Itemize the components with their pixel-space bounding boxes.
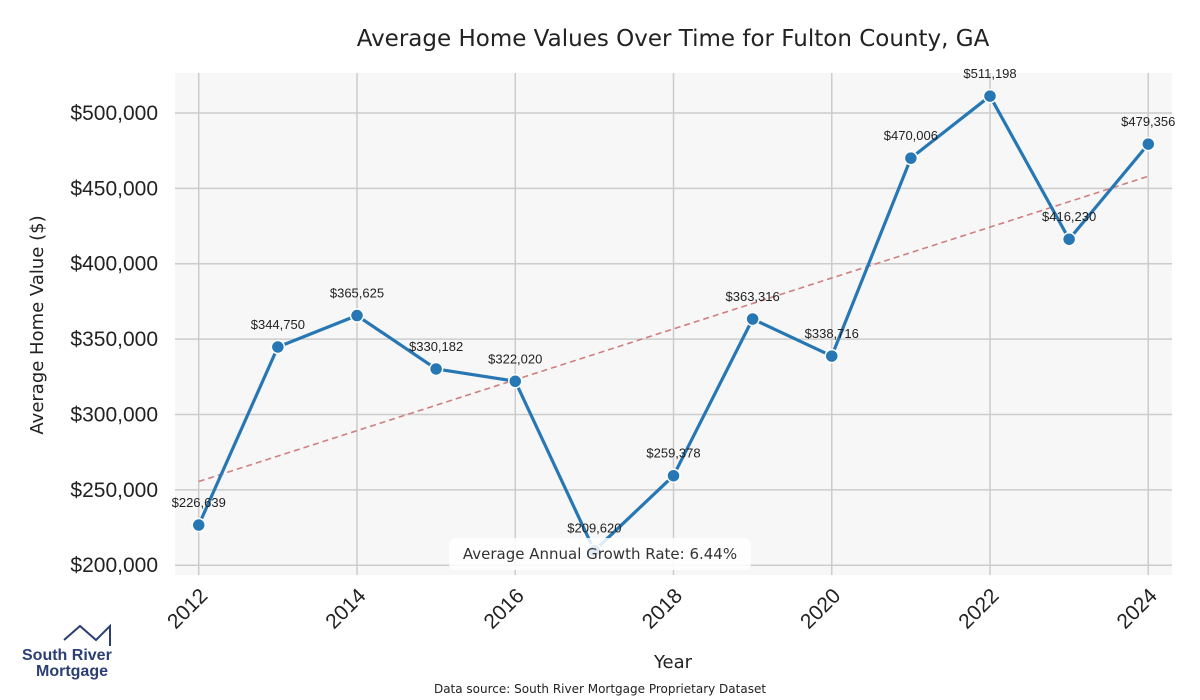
data-label: $322,020 (488, 351, 542, 366)
trend-line (198, 175, 1149, 483)
data-point (507, 374, 523, 389)
data-point (1141, 136, 1156, 152)
growth-annotation-text: Average Annual Growth Rate: 6.44% (463, 545, 737, 563)
data-label: $259,378 (646, 446, 700, 461)
logo-line2: Mortgage (36, 663, 108, 680)
y-tick-label: $250,000 (70, 479, 158, 502)
grid-lines (175, 73, 1172, 575)
data-label: $338,716 (805, 326, 859, 341)
data-point (270, 339, 286, 355)
x-tick-label: 2022 (954, 584, 1003, 633)
x-tick-label: 2020 (796, 584, 845, 633)
data-label: $226,639 (172, 495, 226, 510)
data-points (191, 88, 1156, 558)
house-roof-icon (63, 623, 111, 646)
data-source-note: Data source: South River Mortgage Propri… (434, 682, 766, 696)
y-tick-labels: $200,000 $250,000 $300,000 $350,000 $400,000… (70, 102, 158, 577)
logo: South River Mortgage (22, 623, 112, 680)
data-point (191, 517, 206, 533)
x-axis-label: Year (653, 652, 693, 673)
data-label: $470,006 (884, 128, 938, 143)
data-point (903, 150, 919, 166)
x-tick-label: 2024 (1112, 584, 1162, 634)
x-tick-labels: 2012 2014 2016 2018 2020 2022 2024 (163, 584, 1162, 634)
growth-annotation: Average Annual Growth Rate: 6.44% (449, 538, 751, 570)
data-label: $511,198 (963, 66, 1016, 81)
x-tick-label: 2014 (321, 584, 371, 634)
y-tick-label: $350,000 (70, 328, 158, 351)
growth-annotation-box (449, 538, 751, 570)
data-label: $479,356 (1121, 114, 1175, 129)
y-tick-label: $450,000 (70, 177, 158, 200)
data-point (745, 311, 760, 327)
data-point (824, 348, 840, 364)
x-tick-label: 2012 (163, 584, 212, 633)
chart-title: Average Home Values Over Time for Fulton… (357, 26, 990, 52)
y-tick-label: $300,000 (70, 403, 158, 426)
data-point (982, 88, 998, 104)
x-tick-label: 2018 (638, 584, 687, 633)
y-tick-label: $500,000 (70, 102, 158, 125)
data-label: $209,620 (567, 521, 621, 536)
data-point (349, 308, 365, 323)
x-tick-label: 2016 (479, 584, 528, 633)
data-label: $365,625 (330, 286, 384, 301)
data-label: $416,230 (1042, 209, 1096, 224)
logo-line1: South River (22, 647, 112, 664)
data-labels: $226,639 $344,750 $365,625 $330,182 $322,020… (172, 66, 1176, 536)
data-label: $344,750 (251, 317, 305, 332)
y-axis-label: Average Home Value ($) (27, 215, 48, 434)
y-tick-label: $400,000 (70, 253, 158, 276)
data-point (1061, 231, 1077, 247)
data-label: $363,316 (726, 289, 780, 304)
data-label: $330,182 (409, 339, 463, 354)
data-point (428, 361, 444, 377)
data-point (666, 468, 681, 483)
y-tick-label: $200,000 (70, 554, 158, 577)
